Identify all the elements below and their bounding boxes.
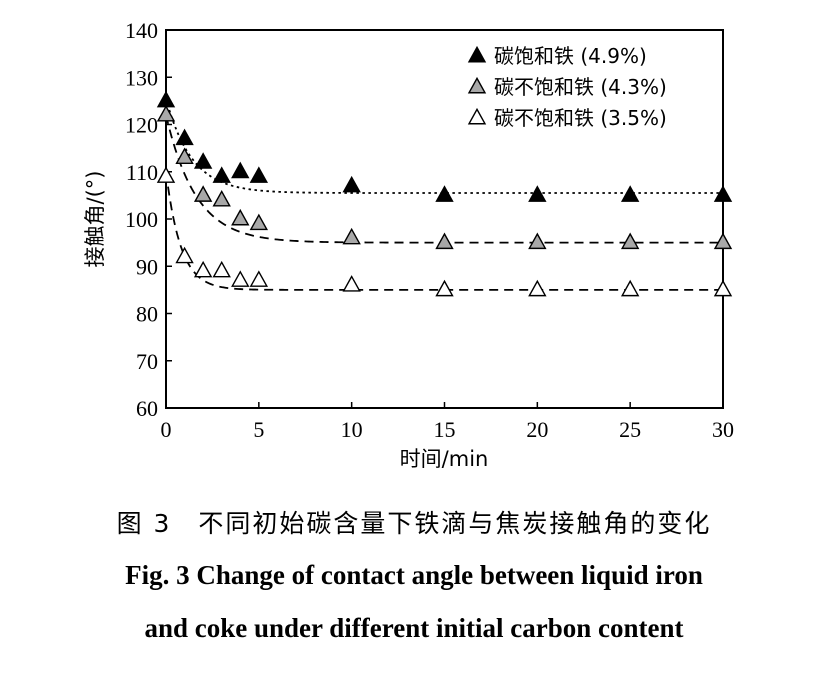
data-point-series-3 <box>156 166 176 183</box>
legend-label-series-3: 碳不饱和铁 (3.5%) <box>494 106 667 130</box>
figure-caption-chinese: 图 3 不同初始碳含量下铁滴与焦炭接触角的变化 <box>116 509 712 538</box>
legend-marker-series-1 <box>467 45 487 63</box>
data-point-series-2 <box>435 232 454 250</box>
y-tick-label: 90 <box>136 254 158 279</box>
data-point-series-2 <box>231 208 250 226</box>
y-tick-label: 120 <box>125 113 158 138</box>
legend-marker-series-3 <box>467 107 487 125</box>
data-point-series-2 <box>342 227 361 245</box>
data-point-series-1 <box>156 90 176 108</box>
data-point-series-1 <box>620 185 640 202</box>
data-point-series-3 <box>620 279 640 297</box>
x-tick-label: 30 <box>712 417 734 442</box>
data-point-series-2 <box>175 147 194 165</box>
data-point-series-1 <box>193 152 213 169</box>
data-point-series-3 <box>175 246 194 264</box>
data-point-series-2 <box>528 232 547 250</box>
data-point-series-1 <box>528 185 547 202</box>
x-tick-label: 15 <box>434 417 456 442</box>
y-axis-title: 接触角/(°) <box>83 171 107 268</box>
data-point-series-2 <box>249 213 269 231</box>
data-point-series-3 <box>231 270 250 287</box>
data-point-series-1 <box>713 185 733 202</box>
data-point-series-3 <box>713 279 733 297</box>
x-tick-label: 5 <box>253 417 264 442</box>
data-point-series-3 <box>435 279 454 297</box>
figure-caption-english-line2: and coke under different initial carbon … <box>144 613 684 643</box>
figure-caption-english-line1: Fig. 3 Change of contact angle between l… <box>125 560 703 590</box>
data-point-series-3 <box>342 275 361 292</box>
y-tick-label: 70 <box>136 349 158 374</box>
y-tick-label: 60 <box>136 396 158 421</box>
x-tick-label: 25 <box>619 417 641 442</box>
data-point-series-2 <box>620 232 640 250</box>
x-axis-title: 时间/min <box>400 447 489 471</box>
legend-label-series-1: 碳饱和铁 (4.9%) <box>494 44 647 68</box>
y-tick-label: 80 <box>136 302 158 327</box>
data-point-series-3 <box>212 260 231 278</box>
data-point-series-1 <box>342 175 361 193</box>
data-point-series-2 <box>713 232 733 250</box>
y-tick-label: 100 <box>125 207 158 232</box>
data-point-series-1 <box>175 128 194 146</box>
data-point-series-3 <box>528 279 547 297</box>
x-tick-label: 20 <box>526 417 548 442</box>
legend-marker-series-2 <box>467 76 487 94</box>
data-point-series-2 <box>212 190 231 207</box>
fit-curve-series-2 <box>165 114 723 244</box>
data-point-series-3 <box>249 270 269 287</box>
data-point-series-2 <box>156 104 176 122</box>
data-point-series-1 <box>212 166 231 183</box>
data-point-series-3 <box>193 260 213 278</box>
data-point-series-1 <box>249 166 269 183</box>
x-tick-label: 0 <box>161 417 172 442</box>
legend-label-series-2: 碳不饱和铁 (4.3%) <box>494 75 667 99</box>
data-point-series-2 <box>193 185 213 202</box>
y-tick-label: 110 <box>126 160 158 185</box>
x-tick-label: 10 <box>341 417 363 442</box>
contact-angle-chart: 0 5 10 15 20 25 30 60 70 80 90 100 110 120 130 140 碳饱和铁… <box>83 18 734 471</box>
data-point-series-1 <box>231 161 250 179</box>
data-point-series-1 <box>435 185 454 202</box>
y-tick-label: 140 <box>125 18 158 43</box>
y-tick-label: 130 <box>125 65 158 90</box>
